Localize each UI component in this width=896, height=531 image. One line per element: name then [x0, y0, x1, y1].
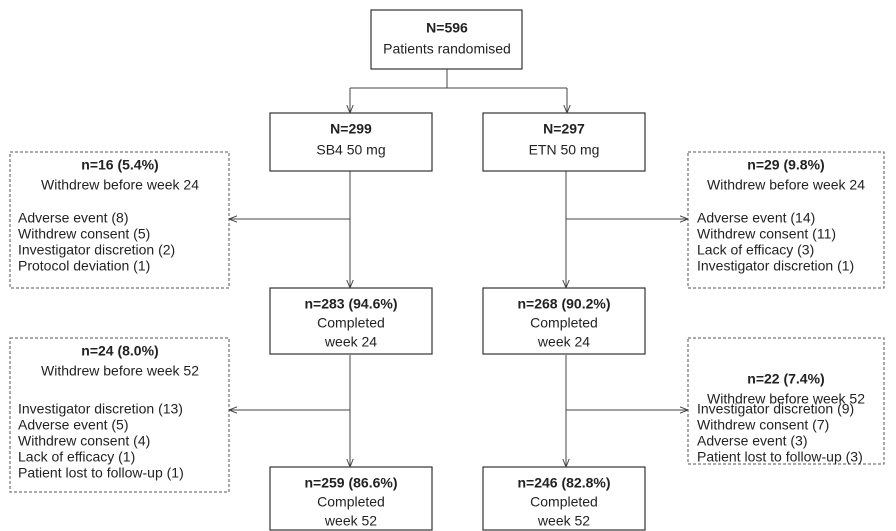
withdrawal-reason: Lack of efficacy (3)	[697, 242, 814, 258]
withdrawal-reason: Adverse event (5)	[18, 417, 129, 433]
withdrawal-reason: Withdrew consent (4)	[18, 433, 150, 449]
arm-box	[482, 112, 646, 172]
withdrawn-label: Withdrew before week 52	[41, 363, 199, 379]
randomised-count: N=596	[426, 20, 468, 36]
withdrawn-box	[9, 151, 230, 289]
completed-label: Completed	[530, 315, 598, 331]
withdrawn-count: n=29 (9.8%)	[747, 157, 824, 173]
withdrawal-reason: Patient lost to follow-up (3)	[697, 449, 863, 465]
completed-label: week 52	[537, 513, 590, 529]
withdrawn-count: n=22 (7.4%)	[747, 371, 824, 387]
arm-count: N=297	[543, 121, 585, 137]
withdrawn-box	[9, 337, 230, 493]
withdrawn-box	[687, 337, 885, 465]
arm-count: N=299	[330, 121, 372, 137]
randomised-label: Patients randomised	[383, 41, 511, 57]
connector	[350, 69, 567, 89]
completed-box	[269, 287, 433, 355]
randomised-box	[370, 9, 523, 70]
withdrawal-reason: Withdrew consent (5)	[18, 226, 150, 242]
withdrawal-reason: Withdrew consent (7)	[697, 417, 829, 433]
withdrawal-reason: Adverse event (14)	[697, 210, 815, 226]
withdrawn-label: Withdrew before week 52	[707, 391, 865, 407]
arm-label: SB4 50 mg	[316, 142, 385, 158]
completed-label: week 24	[537, 334, 590, 350]
withdrawn-label: Withdrew before week 24	[707, 177, 865, 193]
withdrawn-box	[687, 151, 885, 289]
withdrawal-reason: Lack of efficacy (1)	[18, 449, 135, 465]
completed-label: Completed	[317, 315, 385, 331]
completed-count: n=268 (90.2%)	[518, 296, 611, 312]
completed-box	[482, 466, 646, 531]
withdrawal-reason: Investigator discretion (1)	[697, 258, 854, 274]
withdrawal-reason: Investigator discretion (9)	[697, 401, 854, 417]
completed-label: Completed	[530, 494, 598, 510]
completed-box	[269, 466, 433, 531]
completed-label: Completed	[317, 494, 385, 510]
completed-count: n=246 (82.8%)	[518, 475, 611, 491]
completed-box	[482, 287, 646, 355]
withdrawn-count: n=16 (5.4%)	[81, 157, 158, 173]
withdrawal-reason: Adverse event (3)	[697, 433, 808, 449]
withdrawal-reason: Withdrew consent (11)	[697, 226, 836, 242]
withdrawal-reason: Protocol deviation (1)	[18, 258, 150, 274]
withdrawn-label: Withdrew before week 24	[41, 177, 199, 193]
completed-count: n=259 (86.6%)	[305, 475, 398, 491]
arm-label: ETN 50 mg	[529, 142, 600, 158]
completed-count: n=283 (94.6%)	[305, 296, 398, 312]
withdrawal-reason: Patient lost to follow-up (1)	[18, 465, 184, 481]
withdrawal-reason: Adverse event (8)	[18, 210, 129, 226]
completed-label: week 52	[324, 513, 377, 529]
completed-label: week 24	[324, 334, 377, 350]
withdrawal-reason: Investigator discretion (13)	[18, 401, 183, 417]
withdrawal-reason: Investigator discretion (2)	[18, 242, 175, 258]
withdrawn-count: n=24 (8.0%)	[81, 343, 158, 359]
arm-box	[269, 112, 433, 172]
